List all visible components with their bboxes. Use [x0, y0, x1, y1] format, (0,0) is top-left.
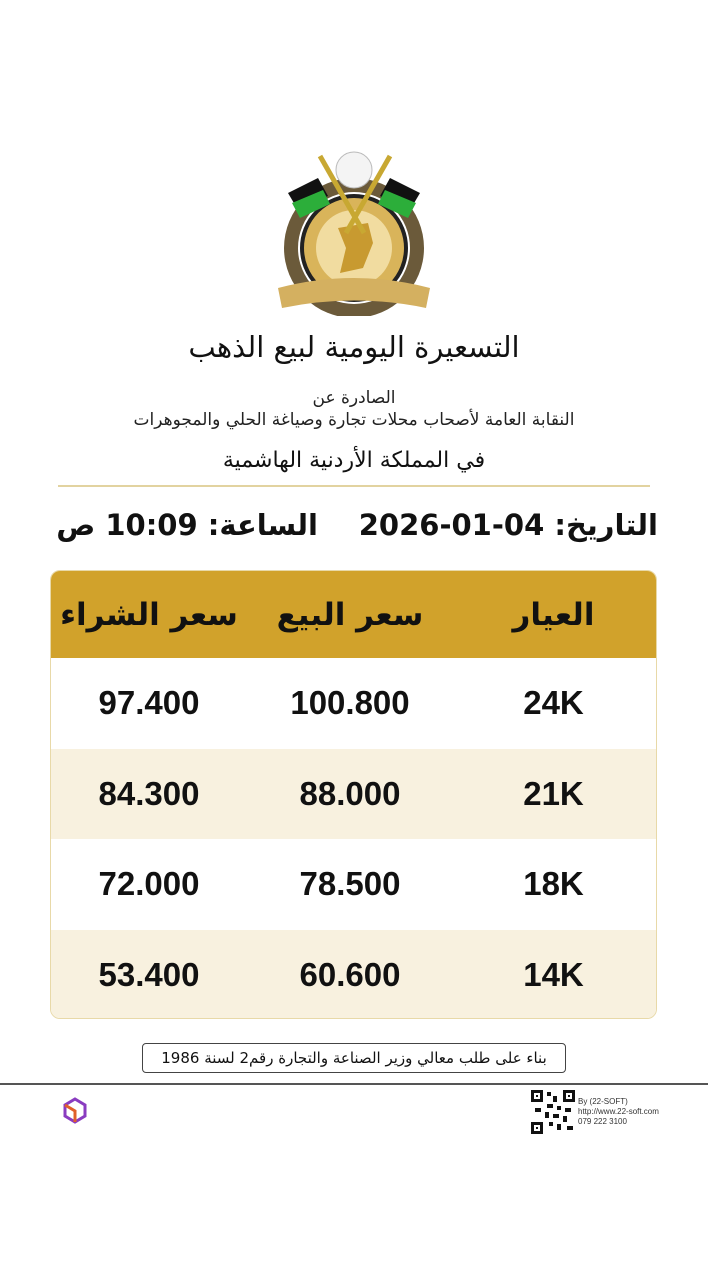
company-url[interactable]: http://www.22-soft.com [578, 1107, 659, 1116]
karat: 21K [523, 774, 584, 812]
karat: 18K [523, 865, 584, 903]
column-buy-price: سعر الشراء [60, 596, 238, 633]
company-phone: 079 222 3100 [578, 1117, 627, 1126]
syndicate-logo [278, 151, 430, 316]
company-by: By (22-SOFT) [578, 1097, 628, 1106]
syndicate-name: النقابة العامة لأصحاب محلات تجارة وصياغة… [133, 410, 575, 430]
issued-by: الصادرة عن [312, 388, 396, 408]
qr-code[interactable] [531, 1090, 575, 1134]
table-row: 24K 100.800 97.400 [51, 658, 656, 749]
time-value: 10:09 ص [56, 508, 198, 542]
table-row: 21K 88.000 84.300 [51, 748, 656, 839]
karat: 14K [523, 955, 584, 993]
karat: 24K [523, 684, 584, 722]
22-soft-logo [63, 1097, 87, 1124]
sell-price: 60.600 [299, 955, 401, 993]
date: التاريخ: 04-01-2026 [359, 508, 658, 542]
buy-price: 72.000 [98, 865, 200, 903]
sell-price: 100.800 [290, 684, 410, 722]
buy-price: 84.300 [98, 774, 200, 812]
date-value: 04-01-2026 [358, 508, 545, 542]
kingdom-label: في المملكة الأردنية الهاشمية [222, 448, 486, 473]
column-karat: العيار [512, 596, 595, 633]
time: الساعة: 10:09 ص [56, 508, 318, 542]
footer-divider [0, 1083, 708, 1085]
time-label: الساعة: [207, 508, 318, 542]
date-label: التاريخ: [554, 508, 658, 542]
column-sell-price: سعر البيع [276, 596, 424, 633]
divider [58, 485, 650, 487]
sell-price: 88.000 [299, 774, 401, 812]
table-header: العيار سعر البيع سعر الشراء [51, 571, 656, 658]
page-title: التسعيرة اليومية لبيع الذهب [188, 330, 520, 364]
ministry-note: بناء على طلب معالي وزير الصناعة والتجارة… [142, 1043, 566, 1073]
sell-price: 78.500 [299, 865, 401, 903]
buy-price: 53.400 [98, 955, 200, 993]
buy-price: 97.400 [98, 684, 200, 722]
table-row: 18K 78.500 72.000 [51, 839, 656, 930]
price-table: العيار سعر البيع سعر الشراء 24K 100.800 … [50, 570, 657, 1019]
company-info: By (22-SOFT) http://www.22-soft.com 079 … [578, 1097, 659, 1127]
table-row: 14K 60.600 53.400 [51, 929, 656, 1018]
